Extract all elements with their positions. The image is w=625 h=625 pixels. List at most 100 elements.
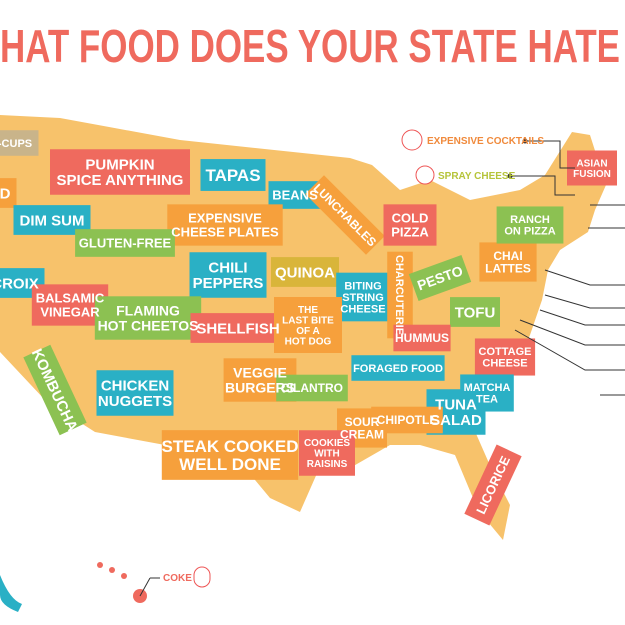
state-label-line: STRING xyxy=(342,292,384,304)
state-label-line: RANCH xyxy=(510,214,550,226)
state-region xyxy=(351,355,445,381)
state-label: ASIAN FUSION xyxy=(573,158,611,180)
state-label: THE LAST BITE OF A HOT DOG xyxy=(282,305,334,348)
state-label-line: FLAMING xyxy=(116,303,180,319)
state-label-line: GLUTEN-FREE xyxy=(79,236,172,251)
state-label-line: FUSION xyxy=(573,169,611,180)
state-label: BEANS xyxy=(272,188,318,203)
state-label-line: BALSAMIC xyxy=(36,291,105,306)
state-region xyxy=(167,204,283,246)
state-label-line: CHARCUTERIE xyxy=(393,255,405,335)
callouts xyxy=(139,129,625,597)
state-label: BITING STRING CHEESE xyxy=(340,280,385,315)
state-label-line: CREAM xyxy=(340,428,384,442)
hawaii xyxy=(0,562,147,612)
state-label-line: COLD xyxy=(392,211,429,226)
state-label-line: DIM SUM xyxy=(20,212,85,229)
state-region xyxy=(0,130,39,156)
state-region xyxy=(276,374,348,402)
state-label-line: CHEESE PLATES xyxy=(171,224,279,239)
state-region xyxy=(336,272,390,322)
state-label-line: STEAK COOKED xyxy=(162,437,299,456)
state-label-line: SPICE ANYTHING xyxy=(57,172,184,189)
state-region xyxy=(299,430,355,476)
title: HAT FOOD DOES YOUR STATE HATE xyxy=(0,20,620,72)
state-label: VEGGIE BURGERS xyxy=(225,365,295,396)
state-label: CHIPOTLE xyxy=(377,413,438,427)
state-region xyxy=(200,159,266,191)
state-label-line: -CUPS xyxy=(0,138,32,150)
state-label-line: TAPAS xyxy=(205,166,260,185)
state-region xyxy=(479,242,537,282)
state-label-line: TOFU xyxy=(455,304,496,321)
state-label: QUINOA xyxy=(275,264,335,281)
state-label-line: SHELLFISH xyxy=(196,320,279,337)
state-label-line: CHIPOTLE xyxy=(377,413,438,427)
state-label: TOFU xyxy=(455,304,496,321)
state-label-line: HOT CHEETOS xyxy=(98,317,199,333)
state-region xyxy=(450,297,500,327)
state-label: MATCHA TEA xyxy=(464,382,511,406)
state-label: GLUTEN-FREE xyxy=(79,236,172,251)
state-label-line: CILANTRO xyxy=(281,381,343,395)
state-region xyxy=(189,252,267,298)
state-label-line: MATCHA xyxy=(464,382,511,394)
state-label-line: RAISINS xyxy=(307,459,348,470)
state-label: CROIX xyxy=(0,275,39,292)
state-label: FORAGED FOOD xyxy=(353,363,443,375)
state-label-line: ON PIZZA xyxy=(504,226,555,238)
state-label: CHAI LATTES xyxy=(485,249,531,276)
state-label: PUMPKIN SPICE ANYTHING xyxy=(57,156,184,189)
state-label-line: PUMPKIN xyxy=(85,156,154,173)
us-map: -CUPS PUMPKIN SPICE ANYTHING TAPAS BEANS D DIM… xyxy=(0,115,617,612)
state-label-line: CROIX xyxy=(0,275,39,292)
state-label: EXPENSIVE CHEESE PLATES xyxy=(171,211,279,240)
state-label: COTTAGE CHEESE xyxy=(479,346,532,370)
state-label: FLAMING HOT CHEETOS xyxy=(98,303,199,334)
state-label-line: COTTAGE xyxy=(479,346,532,358)
state-label-line: PEPPERS xyxy=(193,275,264,292)
state-label-line: VINEGAR xyxy=(40,304,100,319)
state-region xyxy=(496,206,564,244)
state-region xyxy=(96,370,174,416)
state-label-line: BITING xyxy=(344,280,381,292)
state-label-line: CHAI xyxy=(493,249,522,263)
state-label: COOKIES WITH RAISINS xyxy=(304,438,350,470)
state-label-line: D xyxy=(0,185,11,202)
state-label-line: COOKIES xyxy=(304,438,350,449)
state-label-line: OF A xyxy=(296,326,320,337)
state-region xyxy=(305,175,385,255)
state-region xyxy=(94,296,202,340)
state-label-line: BURGERS xyxy=(225,379,295,395)
state-region xyxy=(387,251,413,339)
state-region xyxy=(383,204,437,246)
state-label-line: WITH xyxy=(314,449,340,460)
state-region xyxy=(474,338,536,376)
state-label: TUNA SALAD xyxy=(430,396,482,429)
state-label: RANCH ON PIZZA xyxy=(504,214,555,238)
state-region xyxy=(23,344,87,436)
state-label-line: TEA xyxy=(476,394,498,406)
state-region xyxy=(393,324,451,352)
state-label: D xyxy=(0,185,11,202)
state-label-line: THE xyxy=(298,305,318,316)
state-label: CHILI PEPPERS xyxy=(193,259,264,292)
state-label-line: SALAD xyxy=(430,412,482,429)
state-label-line: HOT DOG xyxy=(285,336,332,347)
state-label-line: BEANS xyxy=(272,188,318,203)
callout-label: COKE xyxy=(163,573,192,584)
state-label-line: VEGGIE xyxy=(233,365,287,381)
state-label: -CUPS xyxy=(0,138,32,150)
state-region xyxy=(371,406,443,434)
state-region xyxy=(464,444,522,526)
callout-label: SPRAY CHEESE xyxy=(438,171,516,182)
state-label-line: EXPENSIVE xyxy=(188,211,262,226)
state-region xyxy=(408,254,472,302)
state-label: COLD PIZZA xyxy=(391,211,429,240)
state-label: HUMMUS xyxy=(395,331,449,345)
state-label-line: PIZZA xyxy=(391,224,429,239)
callout-label: EXPENSIVE COCKTAILS xyxy=(427,136,544,147)
state-region xyxy=(274,297,342,353)
state-label: BALSAMIC VINEGAR xyxy=(36,291,105,320)
state-label-line: HUMMUS xyxy=(395,331,449,345)
